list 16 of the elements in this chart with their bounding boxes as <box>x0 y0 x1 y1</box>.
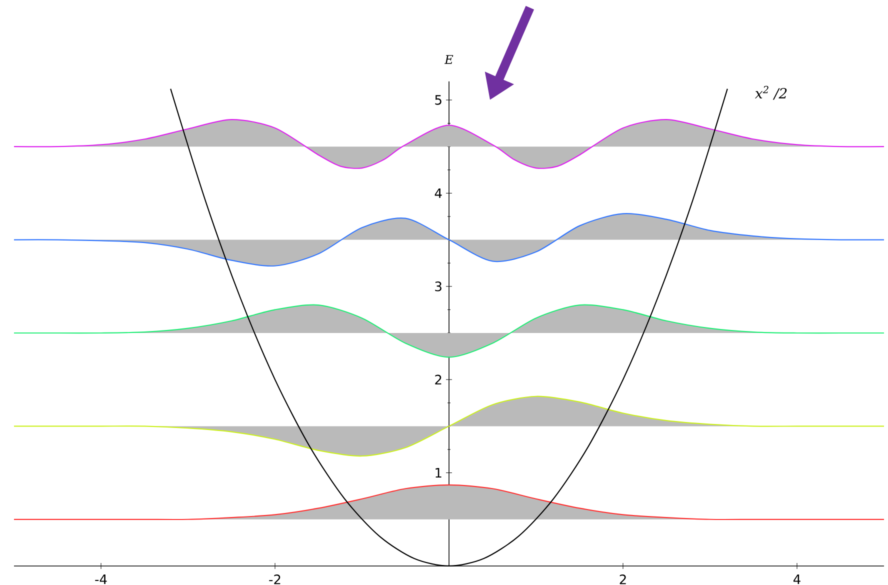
x-tick-label: -2 <box>269 574 280 584</box>
line-series <box>13 213 885 267</box>
x-tick-label: 2 <box>620 574 626 584</box>
y-tick-label: 4 <box>434 188 442 198</box>
y-tick-label: 1 <box>436 468 442 478</box>
y-tick-label: 2 <box>435 374 442 384</box>
series-label: x$^{2}$ /2 <box>754 86 787 100</box>
line-series <box>13 119 885 169</box>
y-axis-title: E <box>444 55 454 64</box>
line-series <box>13 396 885 457</box>
x-tick-label: -4 <box>95 574 107 584</box>
y-tick-label: 5 <box>435 95 442 105</box>
line-series <box>13 304 885 358</box>
x-tick-label: 4 <box>793 574 800 584</box>
line-series <box>13 484 885 520</box>
y-tick-label: 3 <box>435 281 442 292</box>
